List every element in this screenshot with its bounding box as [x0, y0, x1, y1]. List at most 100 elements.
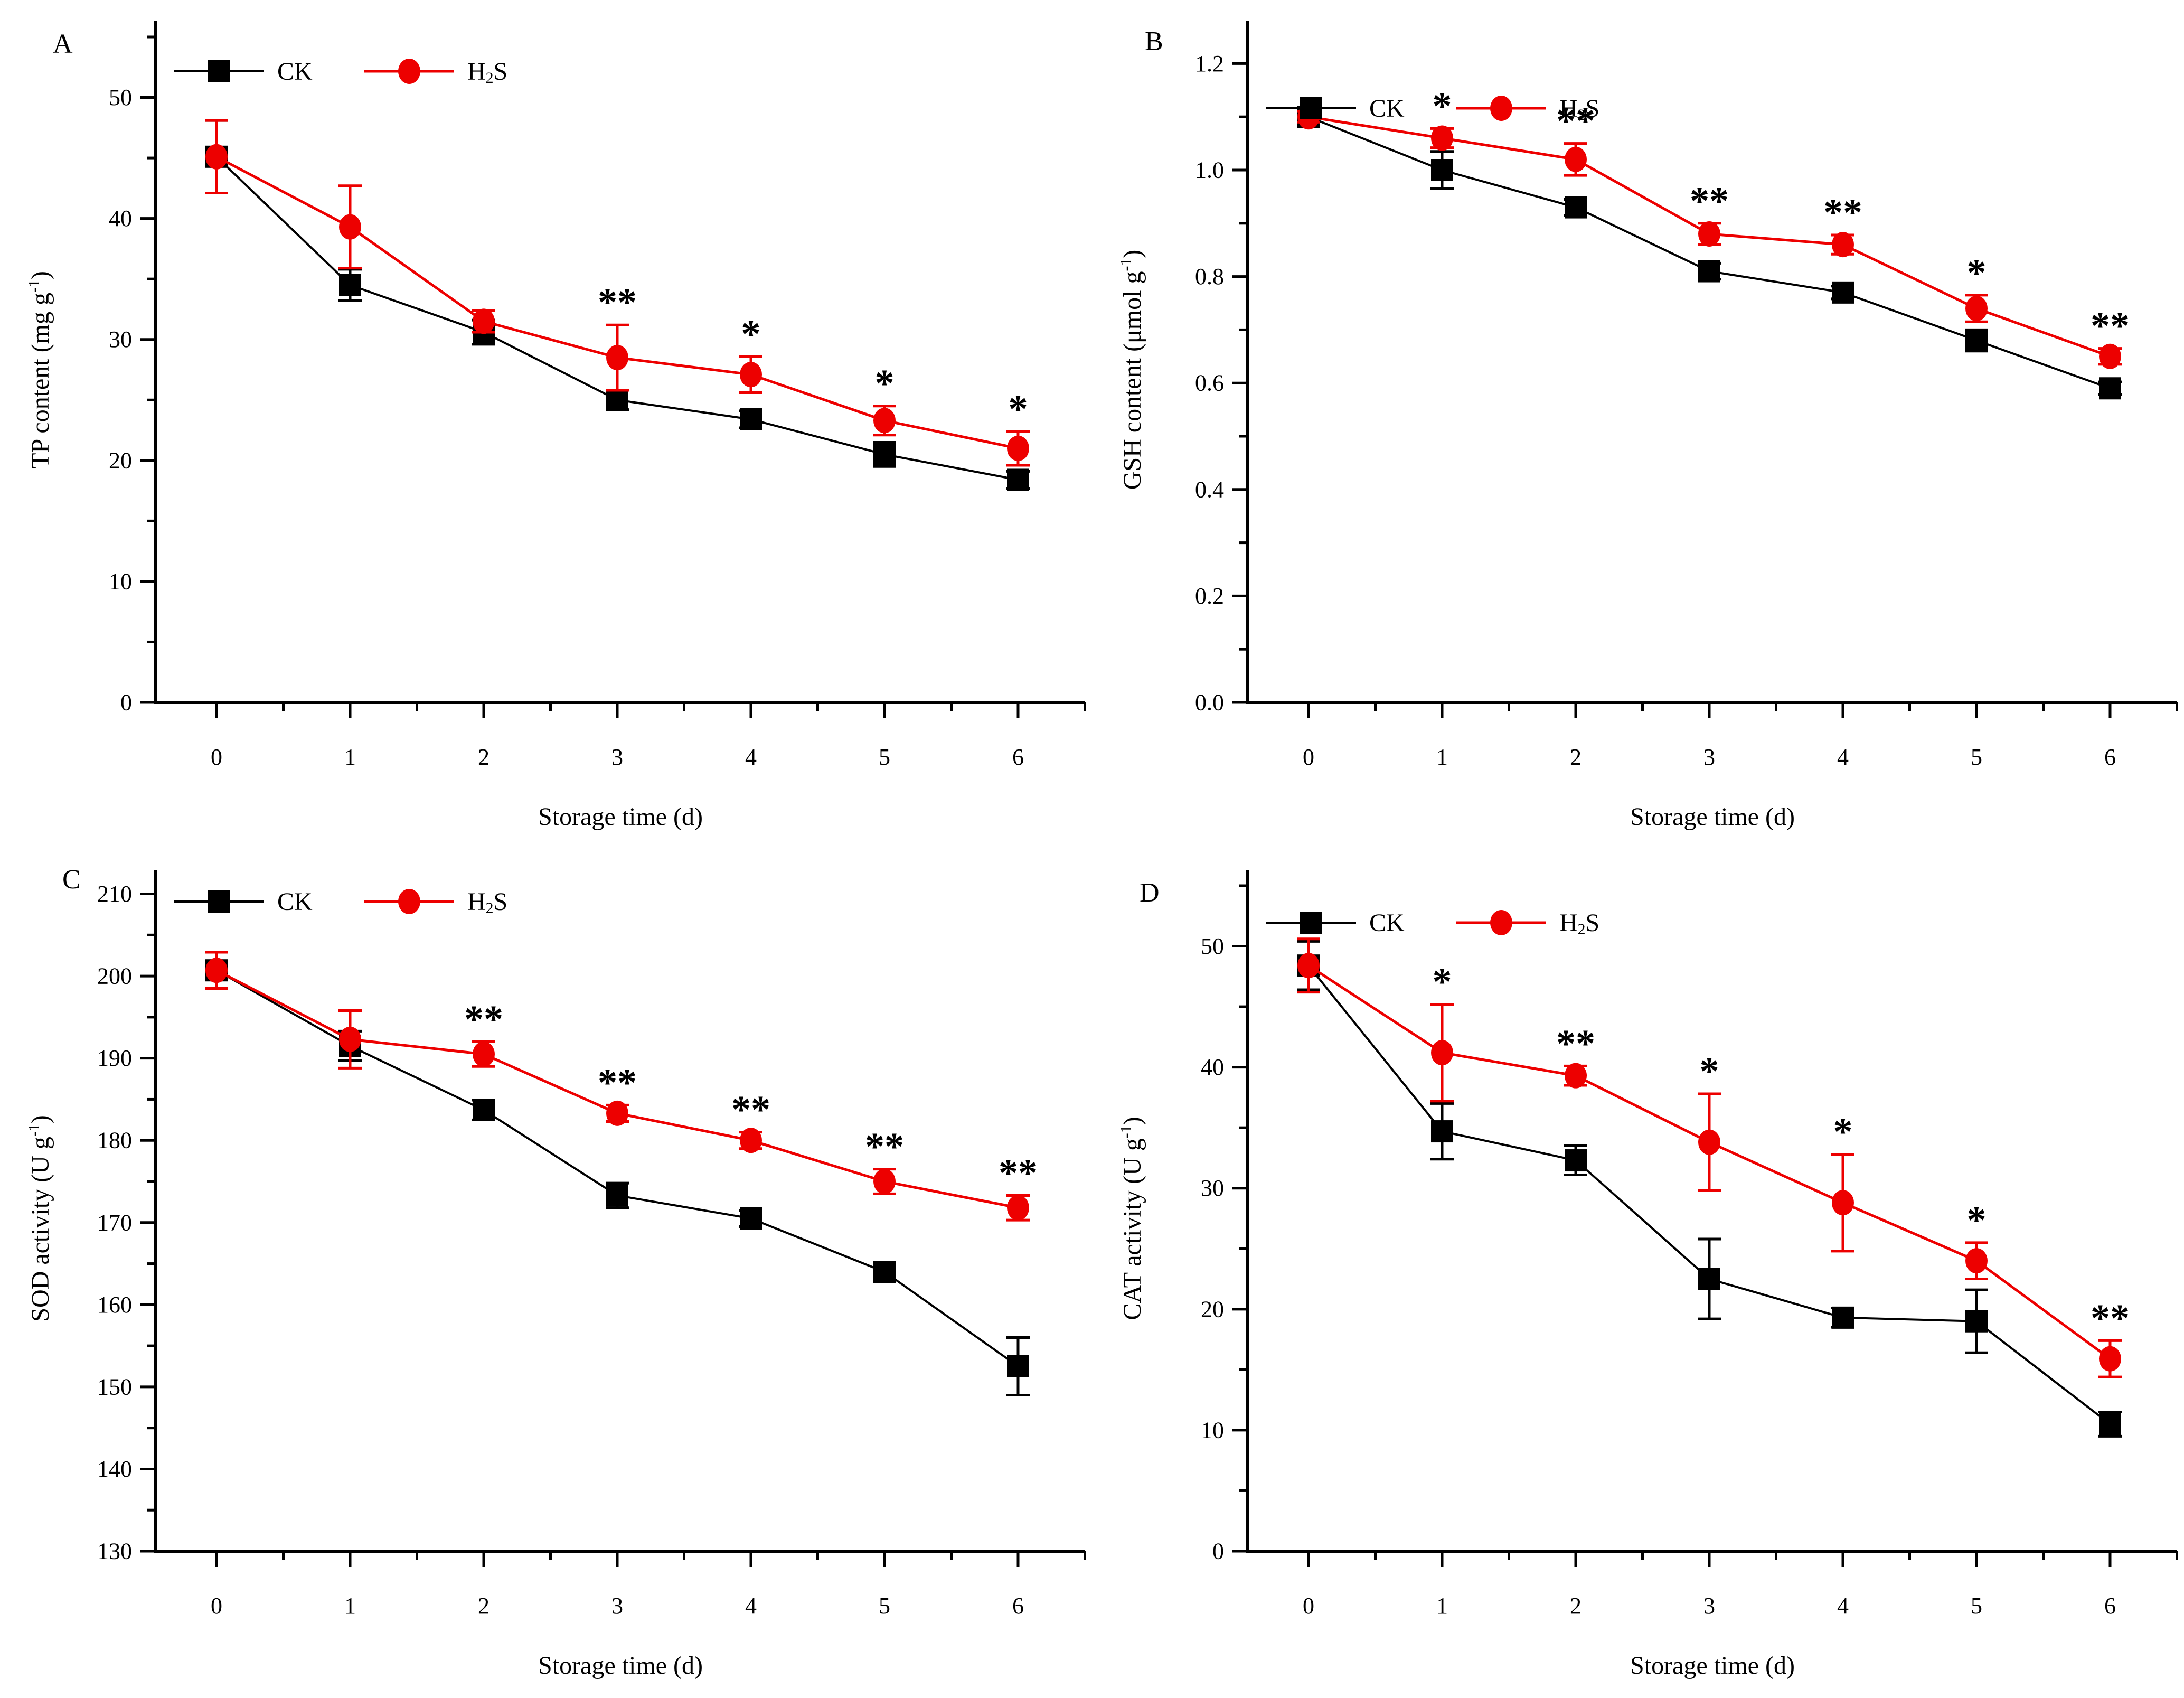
legend-ck-label: CK — [1369, 909, 1405, 937]
ck-square-marker — [1698, 1268, 1720, 1290]
significance-mark: ** — [598, 1061, 637, 1104]
ck-square-marker — [1565, 196, 1587, 219]
x-axis-title: Storage time (d) — [1630, 1652, 1795, 1680]
y-axis-title: TP content (mg g-1) — [25, 271, 54, 468]
y-tick-label: 50 — [1201, 933, 1224, 959]
significance-mark: ** — [1690, 180, 1729, 223]
panel-d-cat-activity: 0 10 20 30 40 50 0 1 2 3 4 5 6 * ** * * * ** CK H2S Storage t… — [1092, 849, 2184, 1697]
x-tick-label: 0 — [211, 1593, 222, 1619]
legend-h2s-label: H2S — [1559, 909, 1599, 938]
ck-square-marker — [1431, 1120, 1453, 1143]
y-tick-label: 50 — [109, 85, 132, 110]
panel-c-sod-activity: 130 140 150 160 170 180 190 200 210 0 1 2 3 4 5 6 ** ** **… — [0, 849, 1092, 1697]
significance-mark: ** — [1556, 1022, 1595, 1065]
y-tick-label: 140 — [97, 1456, 132, 1482]
y-tick-label: 1.2 — [1195, 51, 1224, 77]
y-tick-label: 0.4 — [1195, 476, 1224, 502]
h2s-circle-marker — [2099, 1346, 2121, 1372]
y-tick-label: 0.6 — [1195, 370, 1224, 396]
significance-mark: ** — [1556, 100, 1595, 143]
ck-square-marker — [873, 1261, 896, 1283]
legend-ck-marker — [208, 60, 230, 82]
h2s-circle-marker — [1832, 1190, 1854, 1216]
significance-mark: * — [875, 362, 895, 406]
legend-h2s-label: H2S — [1559, 95, 1599, 124]
h2s-circle-marker — [1832, 232, 1854, 258]
x-tick-label: 0 — [1303, 744, 1314, 770]
h2s-circle-marker — [873, 1169, 896, 1194]
h2s-circle-marker — [205, 144, 228, 170]
ck-square-marker — [740, 1207, 762, 1230]
y-axis-title: SOD activity (U g-1) — [25, 1115, 54, 1321]
significance-mark: ** — [999, 1151, 1038, 1195]
y-axis-title: CAT activity (U g-1) — [1117, 1117, 1146, 1320]
significance-mark: * — [1433, 85, 1452, 128]
legend-h2s-label: H2S — [467, 58, 507, 87]
ck-square-marker — [1832, 281, 1854, 304]
ck-line — [1308, 116, 2111, 390]
x-tick-label: 2 — [478, 1593, 489, 1619]
x-tick-label: 6 — [2104, 744, 2116, 770]
legend-ck-marker — [208, 890, 230, 913]
legend-ck-label: CK — [277, 58, 313, 86]
x-tick-label: 5 — [879, 1593, 890, 1619]
x-tick-label: 6 — [1012, 744, 1024, 770]
legend-h2s-marker — [1490, 96, 1512, 121]
h2s-circle-marker — [873, 408, 896, 434]
panel-letter: D — [1140, 878, 1160, 908]
y-tick-label: 200 — [97, 963, 132, 989]
x-tick-label: 1 — [344, 744, 356, 770]
y-tick-label: 0 — [120, 690, 132, 716]
significance-mark: ** — [865, 1125, 904, 1169]
y-tick-label: 1.0 — [1195, 157, 1224, 183]
y-tick-label: 30 — [1201, 1175, 1224, 1201]
ck-square-marker — [740, 408, 762, 430]
x-tick-label: 5 — [879, 744, 890, 770]
h2s-circle-marker — [1965, 296, 1988, 322]
x-axis-title: Storage time (d) — [1630, 803, 1795, 831]
y-tick-label: 130 — [97, 1538, 132, 1564]
x-tick-label: 5 — [1971, 744, 1982, 770]
y-tick-label: 0 — [1212, 1538, 1224, 1564]
x-tick-label: 6 — [1012, 1593, 1024, 1619]
y-tick-label: 40 — [109, 205, 132, 231]
significance-mark: * — [1009, 388, 1028, 431]
x-tick-label: 4 — [745, 1593, 757, 1619]
x-tick-label: 0 — [211, 744, 222, 770]
significance-mark: ** — [731, 1089, 770, 1132]
y-tick-label: 0.8 — [1195, 264, 1224, 289]
significance-mark: ** — [2091, 305, 2130, 348]
x-tick-label: 1 — [1436, 744, 1448, 770]
h2s-circle-marker — [1297, 953, 1320, 979]
h2s-circle-marker — [205, 958, 228, 983]
y-tick-label: 10 — [109, 568, 132, 594]
y-tick-label: 190 — [97, 1045, 132, 1071]
ck-square-marker — [606, 1184, 628, 1207]
x-tick-label: 6 — [2104, 1593, 2116, 1619]
h2s-circle-marker — [606, 1100, 628, 1126]
significance-mark: ** — [598, 281, 637, 324]
ck-square-marker — [1832, 1306, 1854, 1329]
significance-mark: * — [1700, 1050, 1719, 1093]
x-axis-title: Storage time (d) — [538, 1652, 703, 1680]
panel-b-chart: 0.00.20.40.60.81.01.20 1 2 3 4 5 6* **** *****CK… — [1117, 21, 2178, 831]
panel-c-chart: 130 140 150 160 170 180 190 200 210 0 1 2 3 4 5 6 ** ** **… — [25, 865, 1086, 1680]
x-tick-label: 1 — [1436, 1593, 1448, 1619]
ck-square-marker — [1007, 468, 1029, 491]
x-tick-label: 4 — [745, 744, 757, 770]
h2s-circle-marker — [339, 214, 361, 240]
x-tick-label: 5 — [1971, 1593, 1982, 1619]
ck-square-marker — [873, 443, 896, 466]
panel-letter: C — [62, 865, 81, 895]
y-tick-label: 20 — [1201, 1296, 1224, 1322]
h2s-circle-marker — [473, 308, 495, 334]
y-tick-label: 150 — [97, 1374, 132, 1400]
x-tick-label: 0 — [1303, 1593, 1314, 1619]
x-tick-label: 4 — [1837, 1593, 1849, 1619]
significance-mark: * — [1967, 1199, 1987, 1242]
significance-mark: * — [1433, 961, 1452, 1004]
x-tick-label: 3 — [1703, 1593, 1715, 1619]
